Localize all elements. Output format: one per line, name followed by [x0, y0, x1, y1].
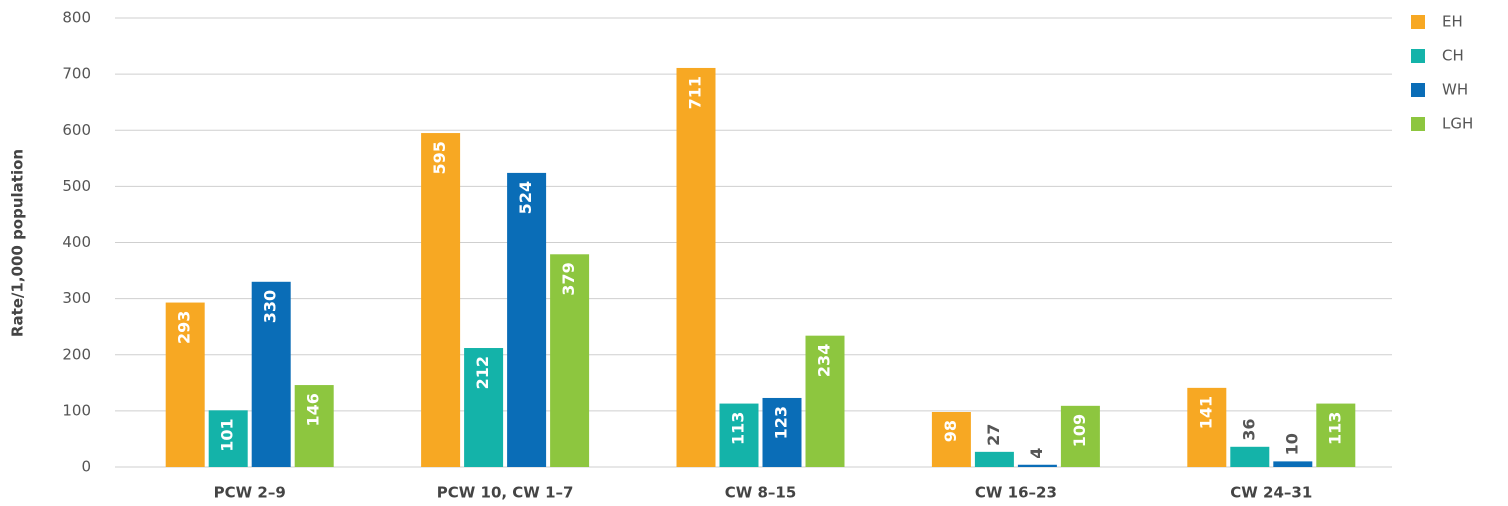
data-label: 109: [1070, 414, 1089, 447]
bar: [1017, 464, 1057, 467]
data-label: 123: [772, 406, 791, 439]
y-tick-label: 300: [62, 289, 91, 307]
x-tick-label: PCW 2–9: [214, 484, 286, 502]
bar: [1316, 403, 1356, 467]
bar: [676, 67, 716, 468]
legend-label: EH: [1442, 13, 1463, 31]
y-tick-label: 100: [62, 401, 91, 419]
y-tick-label: 700: [62, 65, 91, 83]
legend-swatch: [1411, 49, 1425, 63]
data-label: 4: [1027, 448, 1046, 459]
bar: [719, 403, 759, 467]
y-tick-label: 800: [62, 9, 91, 27]
legend-swatch: [1411, 117, 1425, 131]
bar: [165, 302, 205, 467]
data-label: 379: [559, 262, 578, 295]
data-label: 711: [686, 76, 705, 109]
bar: [805, 335, 845, 467]
data-label: 146: [304, 393, 323, 426]
data-label: 27: [984, 424, 1003, 446]
y-tick-label: 200: [62, 345, 91, 363]
y-tick-label: 600: [62, 121, 91, 139]
data-label: 98: [941, 420, 960, 442]
legend-swatch: [1411, 83, 1425, 97]
y-tick-label: 400: [62, 233, 91, 251]
bar: [421, 133, 461, 467]
x-tick-label: PCW 10, CW 1–7: [437, 484, 574, 502]
legend-label: LGH: [1442, 115, 1473, 133]
x-tick-label: CW 8–15: [725, 484, 797, 502]
bar: [931, 411, 971, 467]
legend-swatch: [1411, 15, 1425, 29]
legend-label: CH: [1442, 47, 1464, 65]
bar: [762, 397, 802, 467]
data-label: 330: [261, 290, 280, 323]
data-label: 10: [1282, 433, 1301, 455]
y-tick-label: 500: [62, 177, 91, 195]
bar: [1187, 387, 1227, 467]
data-label: 212: [473, 356, 492, 389]
data-label: 101: [218, 418, 237, 451]
data-label: 524: [516, 181, 535, 214]
data-label: 113: [729, 412, 748, 445]
x-tick-label: CW 16–23: [975, 484, 1057, 502]
y-tick-label: 0: [81, 458, 91, 476]
data-label: 113: [1325, 412, 1344, 445]
bar: [974, 451, 1014, 467]
x-tick-label: CW 24–31: [1230, 484, 1312, 502]
bar: [251, 281, 291, 467]
y-axis-label: Rate/1,000 population: [9, 149, 27, 337]
bar: [550, 254, 590, 467]
data-label: 595: [430, 141, 449, 174]
data-label: 234: [815, 344, 834, 377]
data-label: 36: [1239, 419, 1258, 441]
bar: [507, 172, 547, 467]
bar: [294, 385, 334, 467]
bar: [1273, 461, 1313, 467]
data-label: 293: [175, 311, 194, 344]
legend-label: WH: [1442, 81, 1468, 99]
bar: [1230, 446, 1270, 467]
bar: [464, 348, 504, 467]
bar: [1060, 405, 1100, 467]
bar: [208, 410, 248, 467]
data-label: 141: [1196, 396, 1215, 429]
